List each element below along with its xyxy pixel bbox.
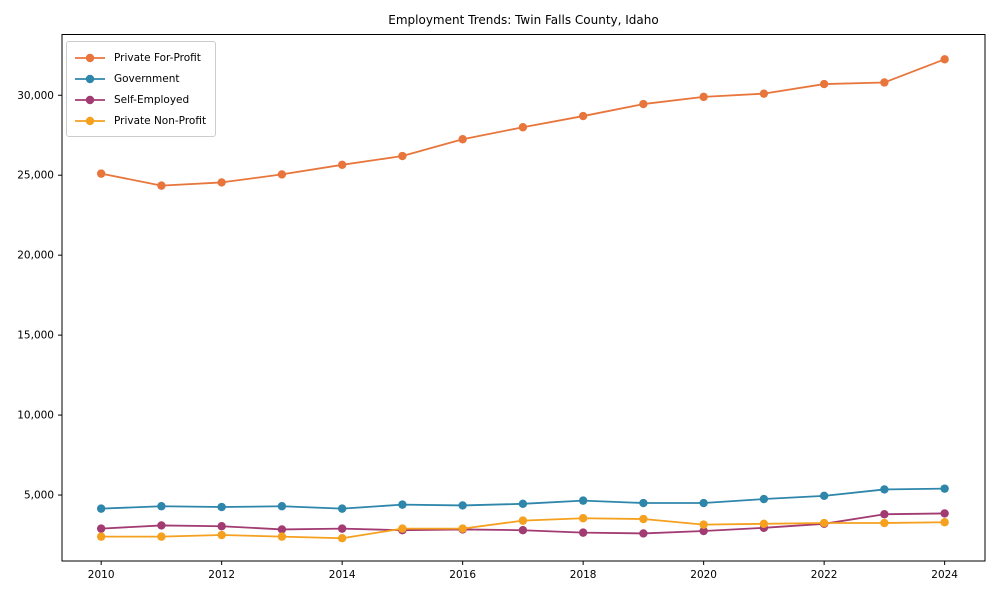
- data-point: [398, 524, 407, 533]
- data-point: [277, 170, 287, 179]
- data-point: [819, 491, 829, 501]
- y-tick-label: 20,000: [17, 250, 54, 262]
- axes-frame: [61, 34, 986, 562]
- data-point: [639, 529, 648, 538]
- legend: Private For-Profit Government Self-Emplo…: [66, 41, 217, 137]
- series-government: [96, 484, 949, 513]
- series-private-non-profit: [96, 514, 949, 543]
- data-point: [880, 510, 889, 519]
- x-tick-label: 2012: [208, 569, 235, 581]
- data-point: [458, 501, 467, 510]
- y-tick-label: 5,000: [24, 490, 54, 502]
- line-marker-swatch: [75, 116, 105, 125]
- data-point: [639, 99, 648, 109]
- data-point: [96, 504, 106, 513]
- data-point: [337, 524, 347, 533]
- data-point: [518, 123, 528, 132]
- legend-label: Private For-Profit: [114, 51, 201, 64]
- chart-title: Employment Trends: Twin Falls County, Id…: [388, 13, 659, 27]
- data-point: [880, 485, 889, 494]
- legend-label: Self-Employed: [114, 93, 190, 106]
- y-tick-label: 30,000: [17, 90, 54, 102]
- data-point: [157, 521, 166, 530]
- data-point: [277, 502, 287, 511]
- series-private-for-profit: [96, 55, 949, 190]
- legend-item-private-non-profit: Private Non-Profit: [74, 110, 206, 131]
- y-tick-label: 15,000: [17, 330, 54, 342]
- x-tick-label: 2020: [690, 569, 717, 581]
- data-point: [759, 89, 769, 98]
- data-point: [699, 498, 708, 508]
- data-point: [337, 534, 347, 543]
- x-axis-ticks: 2010 2012 2014 2016 2018 2020 2022 2024: [88, 561, 958, 581]
- data-point: [96, 524, 106, 533]
- data-point: [337, 504, 347, 513]
- y-tick-label: 10,000: [17, 410, 54, 422]
- data-point: [639, 514, 648, 524]
- line-marker-swatch: [75, 53, 105, 62]
- data-point: [819, 79, 829, 89]
- data-point: [759, 519, 769, 529]
- data-point: [277, 532, 287, 541]
- y-tick-label: 25,000: [17, 170, 54, 182]
- y-axis-ticks: 5,000 10,000 15,000 20,000 25,000 30,000: [17, 90, 62, 502]
- x-tick-label: 2014: [329, 569, 356, 581]
- data-point: [96, 169, 106, 178]
- x-tick-label: 2010: [88, 569, 115, 581]
- x-tick-label: 2018: [570, 569, 597, 581]
- data-point: [157, 181, 166, 190]
- data-point: [940, 55, 949, 64]
- x-tick-label: 2016: [449, 569, 476, 581]
- data-point: [157, 502, 166, 511]
- data-point: [940, 509, 949, 518]
- data-point: [337, 160, 347, 170]
- data-point: [578, 111, 588, 121]
- line-marker-swatch: [75, 95, 105, 104]
- data-point: [217, 178, 226, 187]
- data-point: [578, 528, 588, 537]
- data-point: [578, 514, 588, 523]
- line-marker-swatch: [75, 74, 105, 83]
- legend-label: Government: [114, 72, 180, 85]
- legend-item-government: Government: [74, 68, 206, 89]
- data-point: [518, 499, 528, 509]
- data-point: [96, 532, 106, 541]
- legend-item-self-employed: Self-Employed: [74, 89, 206, 110]
- data-point: [819, 518, 829, 528]
- data-point: [518, 516, 528, 525]
- data-point: [880, 518, 889, 528]
- data-point: [699, 92, 708, 102]
- data-point: [398, 151, 407, 161]
- data-point: [759, 494, 769, 504]
- data-point: [217, 522, 226, 531]
- data-point: [518, 526, 528, 535]
- x-tick-label: 2024: [931, 569, 958, 581]
- legend-label: Private Non-Profit: [114, 114, 207, 127]
- x-tick-label: 2022: [811, 569, 838, 581]
- data-point: [157, 532, 166, 541]
- data-point: [940, 484, 949, 493]
- data-point: [880, 78, 889, 87]
- data-point: [277, 525, 287, 534]
- data-point: [217, 502, 226, 512]
- data-point: [699, 520, 708, 529]
- data-point: [217, 530, 226, 540]
- data-point: [940, 518, 949, 527]
- data-point: [578, 496, 588, 505]
- data-point: [458, 135, 467, 144]
- data-point: [458, 524, 467, 533]
- data-point: [398, 500, 407, 509]
- data-point: [699, 526, 708, 536]
- legend-item-private-for-profit: Private For-Profit: [74, 47, 206, 68]
- data-point: [639, 498, 648, 508]
